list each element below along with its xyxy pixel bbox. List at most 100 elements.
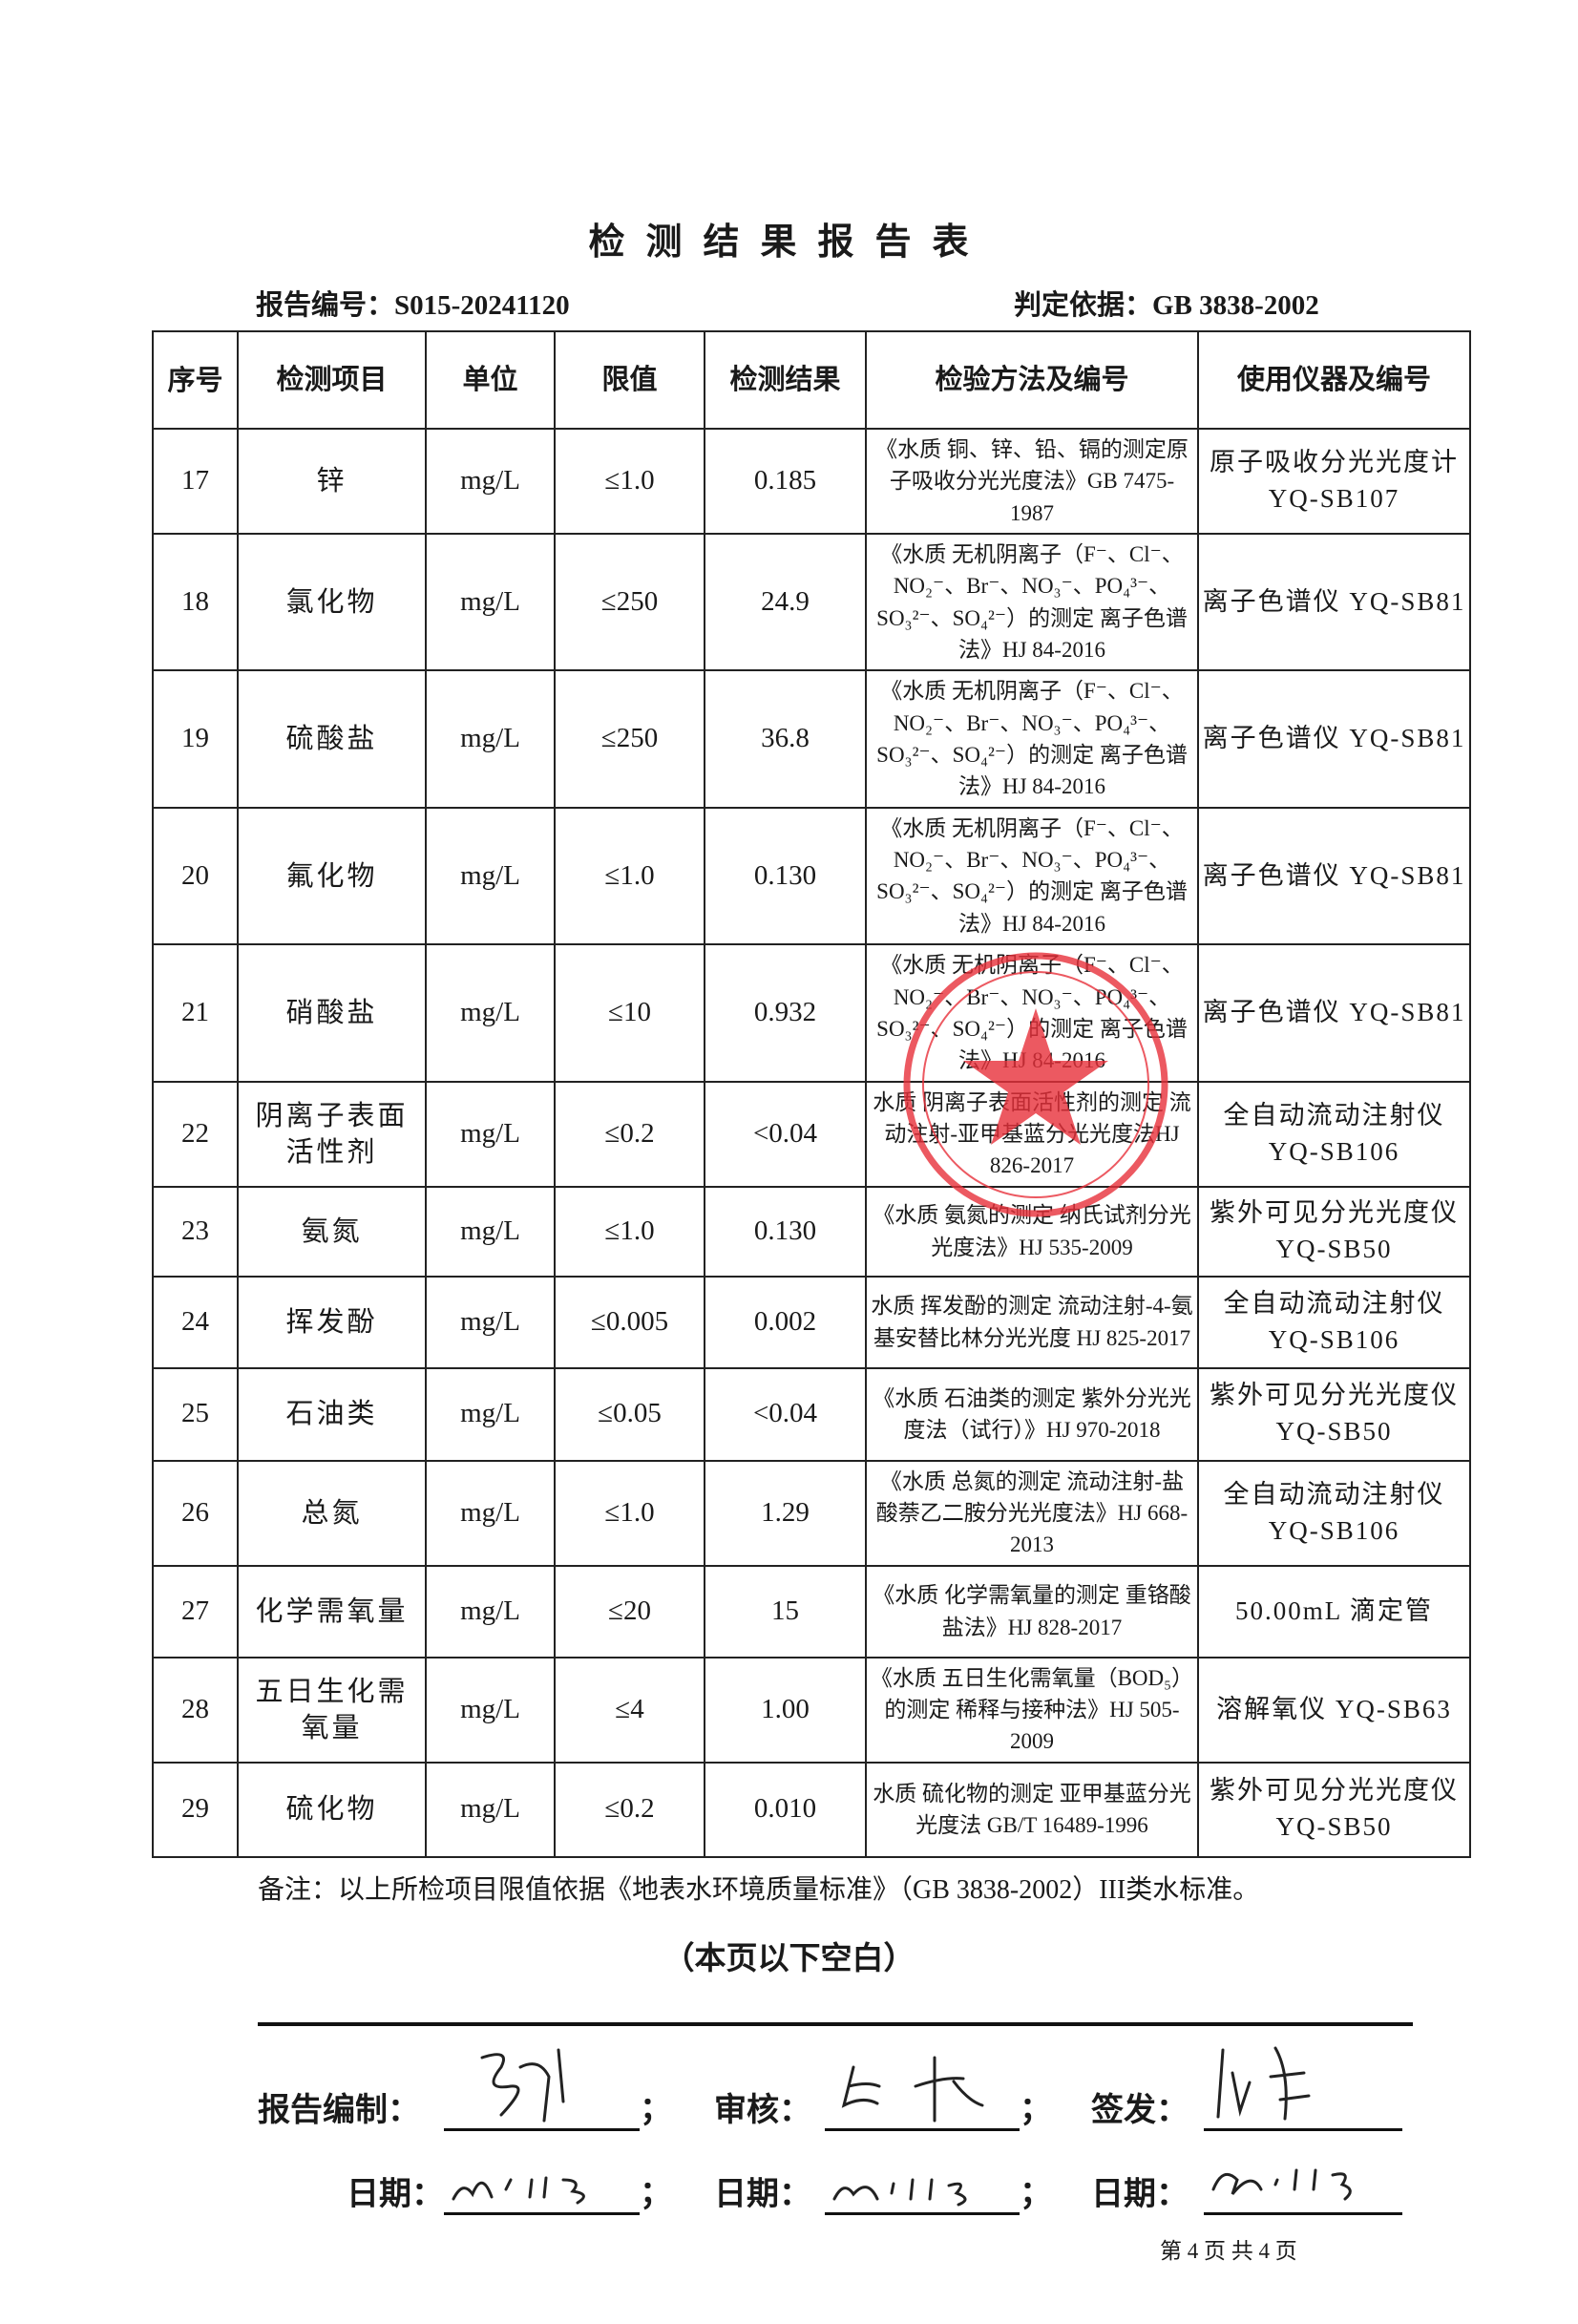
- results-table: 序号 检测项目 单位 限值 检测结果 检验方法及编号 使用仪器及编号 17 锌 mg/L ≤1.0…: [152, 330, 1471, 1858]
- approver-date-handwriting: [1211, 2168, 1352, 2201]
- blank-note: （本页以下空白）: [663, 1941, 915, 1976]
- cell-instrument: 紫外可见分光光度仪 YQ-SB50: [1197, 1185, 1471, 1278]
- cell-item: 氯化物: [237, 533, 427, 672]
- table-row: 19 硫酸盐 mg/L ≤250 36.8 《水质 无机阴离子（F⁻、Cl⁻、NO₂⁻、B…: [152, 669, 1471, 809]
- table-row: 22 阴离子表面活性剂 mg/L ≤0.2 <0.04 水质 阴离子表面活性剂的测定 流动…: [152, 1080, 1471, 1188]
- cell-result: <0.04: [704, 1366, 867, 1462]
- cell-no: 24: [152, 1275, 239, 1369]
- cell-result: 0.002: [704, 1275, 867, 1369]
- cell-unit: mg/L: [425, 1459, 556, 1567]
- compiler-signature-line: [444, 2048, 640, 2131]
- cell-result: 36.8: [704, 669, 867, 809]
- cell-method: 水质 阴离子表面活性剂的测定 流动注射-亚甲基蓝分光光度法HJ 826-2017: [865, 1080, 1199, 1188]
- cell-no: 22: [152, 1080, 239, 1188]
- cell-no: 21: [152, 943, 239, 1083]
- cell-limit: ≤0.005: [554, 1275, 705, 1369]
- table-row: 26 总氮 mg/L ≤1.0 1.29 《水质 总氮的测定 流动注射-盐酸萘乙二胺分光光…: [152, 1459, 1471, 1567]
- cell-method: 《水质 氨氮的测定 纳氏试剂分光光度法》HJ 535-2009: [865, 1185, 1199, 1278]
- cell-instrument: 原子吸收分光光度计 YQ-SB107: [1197, 427, 1471, 536]
- table-row: 23 氨氮 mg/L ≤1.0 0.130 《水质 氨氮的测定 纳氏试剂分光光度法》HJ …: [152, 1185, 1471, 1278]
- cell-no: 27: [152, 1564, 239, 1658]
- cell-limit: ≤250: [554, 533, 705, 672]
- compiler-date-handwriting: [452, 2176, 585, 2205]
- cell-limit: ≤1.0: [554, 1459, 705, 1567]
- table-row: 29 硫化物 mg/L ≤0.2 0.010 水质 硫化物的测定 亚甲基蓝分光光度法 GB…: [152, 1761, 1471, 1858]
- cell-item: 阴离子表面活性剂: [237, 1080, 427, 1188]
- page-indicator: 第 4 页 共 4 页: [1160, 2238, 1297, 2263]
- cell-no: 17: [152, 427, 239, 536]
- divider: [258, 2021, 1413, 2026]
- header-unit: 单位: [425, 330, 556, 430]
- cell-instrument: 离子色谱仪 YQ-SB81: [1197, 806, 1471, 946]
- cell-instrument: 离子色谱仪 YQ-SB81: [1197, 943, 1471, 1083]
- cell-unit: mg/L: [425, 533, 556, 672]
- cell-unit: mg/L: [425, 1185, 556, 1278]
- cell-unit: mg/L: [425, 943, 556, 1083]
- cell-instrument: 溶解氧仪 YQ-SB63: [1197, 1656, 1471, 1764]
- separator: ；: [640, 2091, 672, 2127]
- cell-unit: mg/L: [425, 669, 556, 809]
- meta-row: 报告编号：S015-20241120 判定依据：GB 3838-2002: [0, 286, 1578, 330]
- signature-row: 报告编制： ； 审核： ； 签发：: [258, 2046, 1413, 2131]
- cell-limit: ≤10: [554, 943, 705, 1083]
- cell-method: 《水质 无机阴离子（F⁻、Cl⁻、NO₂⁻、Br⁻、NO₃⁻、PO₄³⁻、SO₃…: [865, 669, 1199, 809]
- reviewer-date-line: [825, 2133, 1020, 2215]
- cell-item: 挥发酚: [237, 1275, 427, 1369]
- cell-limit: ≤20: [554, 1564, 705, 1658]
- table-row: 28 五日生化需氧量 mg/L ≤4 1.00 《水质 五日生化需氧量（BOD₅）的测定 …: [152, 1656, 1471, 1764]
- page-title: 检测结果报告表: [588, 221, 990, 263]
- header-item: 检测项目: [237, 330, 427, 430]
- cell-item: 硫化物: [237, 1761, 427, 1858]
- compiler-date-label: 日期：: [347, 2174, 444, 2213]
- cell-unit: mg/L: [425, 427, 556, 536]
- reviewer-date-handwriting: [832, 2178, 967, 2207]
- cell-no: 28: [152, 1656, 239, 1764]
- cell-method: 《水质 总氮的测定 流动注射-盐酸萘乙二胺分光光度法》HJ 668-2013: [865, 1459, 1199, 1567]
- cell-method: 《水质 五日生化需氧量（BOD₅）的测定 稀释与接种法》HJ 505-2009: [865, 1656, 1199, 1764]
- cell-instrument: 全自动流动注射仪 YQ-SB106: [1197, 1459, 1471, 1567]
- reviewer-signature: [841, 2056, 984, 2123]
- cell-method: 《水质 无机阴离子（F⁻、Cl⁻、NO₂⁻、Br⁻、NO₃⁻、PO₄³⁻、SO₃…: [865, 943, 1199, 1083]
- table-row: 24 挥发酚 mg/L ≤0.005 0.002 水质 挥发酚的测定 流动注射-4-氨基安…: [152, 1275, 1471, 1369]
- cell-no: 23: [152, 1185, 239, 1278]
- cell-item: 总氮: [237, 1459, 427, 1567]
- cell-method: 《水质 无机阴离子（F⁻、Cl⁻、NO₂⁻、Br⁻、NO₃⁻、PO₄³⁻、SO₃…: [865, 533, 1199, 672]
- separator: ；: [1020, 2091, 1052, 2127]
- cell-item: 氨氮: [237, 1185, 427, 1278]
- cell-no: 26: [152, 1459, 239, 1567]
- header-limit: 限值: [554, 330, 705, 430]
- cell-limit: ≤0.05: [554, 1366, 705, 1462]
- table-wrapper: 序号 检测项目 单位 限值 检测结果 检验方法及编号 使用仪器及编号 17 锌 mg/L ≤1.0…: [152, 330, 1471, 1858]
- table-row: 18 氯化物 mg/L ≤250 24.9 《水质 无机阴离子（F⁻、Cl⁻、NO₂⁻、B…: [152, 533, 1471, 672]
- cell-instrument: 紫外可见分光光度仪 YQ-SB50: [1197, 1366, 1471, 1462]
- cell-no: 19: [152, 669, 239, 809]
- cell-result: 0.010: [704, 1761, 867, 1858]
- cell-item: 硝酸盐: [237, 943, 427, 1083]
- cell-item: 硫酸盐: [237, 669, 427, 809]
- cell-instrument: 全自动流动注射仪 YQ-SB106: [1197, 1275, 1471, 1369]
- approver-date-label: 日期：: [1091, 2174, 1189, 2213]
- separator: ；: [1020, 2175, 1052, 2211]
- cell-no: 18: [152, 533, 239, 672]
- report-number: 报告编号：S015-20241120: [256, 290, 570, 321]
- cell-method: 《水质 石油类的测定 紫外分光光度法（试行）》HJ 970-2018: [865, 1366, 1199, 1462]
- cell-result: 15: [704, 1564, 867, 1658]
- cell-limit: ≤250: [554, 669, 705, 809]
- cell-limit: ≤0.2: [554, 1080, 705, 1188]
- cell-unit: mg/L: [425, 806, 556, 946]
- approver-signature: [1216, 2046, 1311, 2121]
- cell-instrument: 离子色谱仪 YQ-SB81: [1197, 533, 1471, 672]
- cell-no: 29: [152, 1761, 239, 1858]
- cell-limit: ≤1.0: [554, 1185, 705, 1278]
- reviewer-signature-line: [825, 2049, 1020, 2131]
- cell-item: 氟化物: [237, 806, 427, 946]
- table-header: 序号 检测项目 单位 限值 检测结果 检验方法及编号 使用仪器及编号: [152, 330, 1471, 430]
- cell-result: 1.29: [704, 1459, 867, 1567]
- cell-unit: mg/L: [425, 1564, 556, 1658]
- cell-instrument: 紫外可见分光光度仪 YQ-SB50: [1197, 1761, 1471, 1858]
- cell-limit: ≤0.2: [554, 1761, 705, 1858]
- cell-result: 24.9: [704, 533, 867, 672]
- approver-label: 签发：: [1091, 2090, 1189, 2129]
- compiler-signature: [480, 2048, 565, 2123]
